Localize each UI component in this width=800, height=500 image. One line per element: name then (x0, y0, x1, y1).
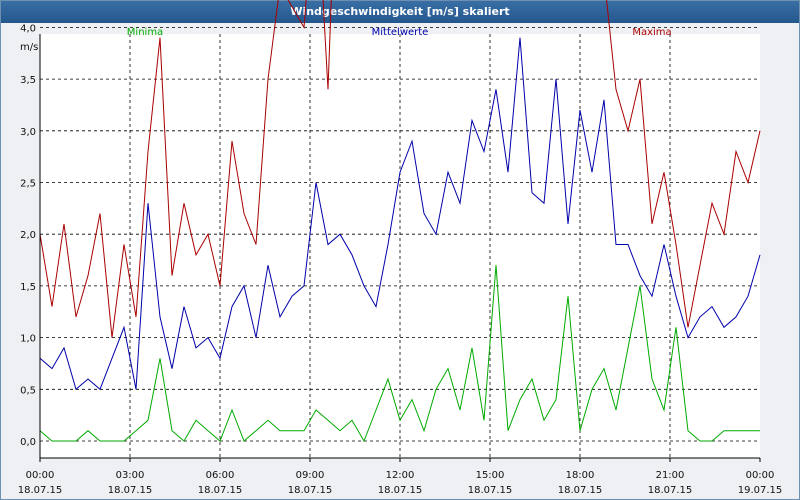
y-tick-label: 2,5 (20, 179, 36, 190)
grid (39, 26, 761, 462)
x-tick-date: 18.07.15 (468, 485, 513, 496)
y-tick-label: 0,5 (20, 385, 36, 396)
axes (39, 34, 760, 459)
x-tick-date: 19.07.15 (738, 485, 783, 496)
x-tick-labels: 00:00 18.07.15 03:00 18.07.15 06:00 18.07.15 0… (18, 470, 783, 496)
y-tick-label: 0,0 (20, 437, 36, 448)
x-tick-time: 00:00 (26, 470, 55, 481)
series-lines (39, 0, 761, 443)
x-tick-time: 09:00 (296, 470, 325, 481)
y-tick-label: 2,0 (20, 230, 36, 241)
legend-minima: Minima (127, 27, 163, 38)
legend-maxima: Maxima (632, 27, 671, 38)
y-tick-label: 3,0 (20, 127, 36, 138)
y-tick-label: 1,0 (20, 334, 36, 345)
y-axis-label: m/s (20, 42, 38, 53)
x-tick-date: 18.07.15 (108, 485, 153, 496)
x-tick-time: 15:00 (476, 470, 505, 481)
x-tick-date: 18.07.15 (288, 485, 333, 496)
series-line-minima (39, 265, 760, 443)
legend-mittelwerte: Mittelwerte (372, 27, 429, 38)
y-tick-label: 4,0 (20, 23, 36, 34)
y-tick-labels: 0,00,51,01,52,02,53,03,54,04,55,05,56,06… (20, 23, 36, 448)
x-tick-time: 03:00 (116, 470, 145, 481)
y-tick-label: 1,5 (20, 282, 36, 293)
series-line-maxima (39, 0, 761, 338)
x-tick-date: 18.07.15 (648, 485, 693, 496)
x-tick-time: 00:00 (746, 470, 775, 481)
x-tick-date: 18.07.15 (18, 485, 63, 496)
x-tick-time: 18:00 (566, 470, 595, 481)
y-tick-label: 3,5 (20, 75, 36, 86)
x-tick-date: 18.07.15 (198, 485, 243, 496)
x-tick-time: 12:00 (386, 470, 415, 481)
series-line-mittelwerte (39, 37, 761, 391)
x-tick-time: 21:00 (656, 470, 685, 481)
x-tick-date: 18.07.15 (378, 485, 423, 496)
x-tick-date: 18.07.15 (558, 485, 603, 496)
window-title: Windgeschwindigkeit [m/s] skaliert (1, 1, 799, 23)
x-tick-time: 06:00 (206, 470, 235, 481)
